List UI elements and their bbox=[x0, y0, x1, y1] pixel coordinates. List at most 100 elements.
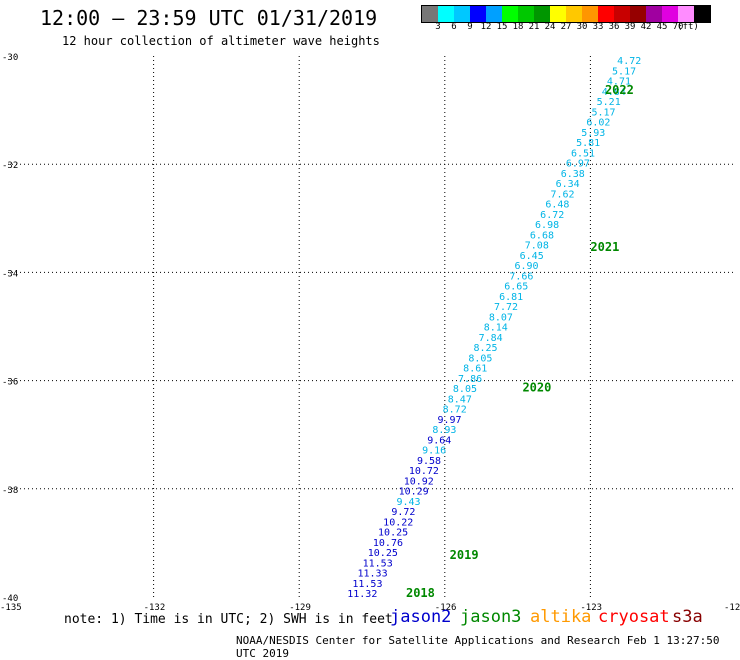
legend-tick-label: 30 bbox=[576, 22, 588, 32]
chart-title: 12:00 — 23:59 UTC 01/31/2019 bbox=[40, 6, 378, 30]
time-label: 2019 bbox=[450, 548, 479, 562]
legend-tick-label: 12 bbox=[480, 22, 492, 32]
legend-swatch bbox=[598, 6, 614, 22]
legend-swatch bbox=[470, 6, 486, 22]
y-tick-label: -34 bbox=[2, 269, 18, 279]
legend-tick-label: 15 bbox=[496, 22, 508, 32]
data-point-label: 9.43 bbox=[396, 497, 420, 508]
time-label: 2022 bbox=[605, 83, 634, 97]
satellite-label-cryosat: cryosat bbox=[598, 607, 670, 627]
legend-swatch bbox=[678, 6, 694, 22]
data-point-label: 6.45 bbox=[520, 251, 544, 262]
legend-swatch bbox=[630, 6, 646, 22]
data-point-label: 9.72 bbox=[391, 507, 415, 518]
legend-swatch bbox=[662, 6, 678, 22]
legend-unit: (ft) bbox=[677, 22, 699, 32]
data-point-label: 9.16 bbox=[422, 446, 446, 457]
legend-swatch bbox=[614, 6, 630, 22]
time-label: 2021 bbox=[590, 240, 619, 254]
data-point-label: 6.51 bbox=[571, 148, 595, 159]
legend-tick-label: 24 bbox=[544, 22, 556, 32]
legend-tick-label: 27 bbox=[560, 22, 572, 32]
data-point-label: 5.17 bbox=[612, 66, 636, 77]
data-point-label: 5.17 bbox=[592, 107, 616, 118]
data-point-label: 8.05 bbox=[453, 384, 477, 395]
legend-swatch bbox=[534, 6, 550, 22]
data-point-label: 5.81 bbox=[576, 138, 600, 149]
data-point-label: 10.25 bbox=[378, 528, 408, 539]
data-point-label: 4.84 bbox=[602, 87, 626, 98]
data-point-label: 7.62 bbox=[550, 189, 574, 200]
legend-swatch bbox=[518, 6, 534, 22]
x-tick-label: -120 bbox=[724, 603, 740, 613]
legend-swatch bbox=[438, 6, 454, 22]
legend-swatch bbox=[694, 6, 710, 22]
data-point-label: 10.76 bbox=[373, 538, 403, 549]
x-tick-label: -129 bbox=[289, 603, 311, 613]
legend-tick-label: 39 bbox=[624, 22, 636, 32]
data-point-label: 8.14 bbox=[484, 323, 508, 334]
x-tick-label: -135 bbox=[0, 603, 22, 613]
satellite-label-jason2: jason2 bbox=[390, 607, 452, 627]
data-point-label: 11.53 bbox=[352, 579, 382, 590]
data-point-label: 8.47 bbox=[448, 394, 472, 405]
y-tick-label: -38 bbox=[2, 486, 18, 496]
legend-tick-label: 70 bbox=[672, 22, 684, 32]
data-point-label: 4.72 bbox=[617, 56, 641, 67]
y-tick-label: -40 bbox=[2, 594, 18, 604]
data-point-label: 7.08 bbox=[525, 241, 549, 252]
x-tick-label: -126 bbox=[435, 603, 457, 613]
chart-subtitle: 12 hour collection of altimeter wave hei… bbox=[62, 34, 380, 48]
credit-line: NOAA/NESDIS Center for Satellite Applica… bbox=[236, 634, 720, 660]
time-label: 2020 bbox=[522, 380, 551, 394]
legend-swatch bbox=[486, 6, 502, 22]
legend-tick-label: 36 bbox=[608, 22, 620, 32]
data-point-label: 6.02 bbox=[586, 118, 610, 129]
data-point-label: 6.38 bbox=[561, 169, 585, 180]
data-point-label: 6.68 bbox=[530, 230, 554, 241]
data-point-label: 6.65 bbox=[504, 282, 528, 293]
data-point-label: 11.53 bbox=[363, 558, 393, 569]
legend-swatch bbox=[646, 6, 662, 22]
time-label: 2018 bbox=[406, 586, 435, 600]
legend-swatch bbox=[502, 6, 518, 22]
satellite-label-jason3: jason3 bbox=[460, 607, 522, 627]
legend-tick-label: 3 bbox=[435, 22, 441, 32]
legend-tick-label: 6 bbox=[451, 22, 457, 32]
data-point-label: 8.93 bbox=[432, 425, 456, 436]
legend-tick-label: 33 bbox=[592, 22, 604, 32]
data-point-label: 11.33 bbox=[358, 569, 388, 580]
x-tick-label: -132 bbox=[144, 603, 166, 613]
data-point-label: 7.86 bbox=[458, 374, 482, 385]
x-tick-label: -123 bbox=[580, 603, 602, 613]
data-point-label: 5.93 bbox=[581, 128, 605, 139]
legend-swatch bbox=[582, 6, 598, 22]
data-point-label: 8.07 bbox=[489, 312, 513, 323]
legend-tick-label: 45 bbox=[656, 22, 668, 32]
data-point-label: 6.81 bbox=[499, 292, 523, 303]
data-point-label: 9.64 bbox=[427, 435, 451, 446]
data-point-label: 10.72 bbox=[409, 466, 439, 477]
data-point-label: 4.71 bbox=[607, 77, 631, 88]
data-point-label: 9.58 bbox=[417, 456, 441, 467]
legend-tick-label: 21 bbox=[528, 22, 540, 32]
data-point-label: 8.05 bbox=[468, 353, 492, 364]
data-point-label: 9.97 bbox=[438, 415, 462, 426]
legend-tick-label: 42 bbox=[640, 22, 652, 32]
data-point-label: 10.25 bbox=[368, 548, 398, 559]
y-tick-label: -30 bbox=[2, 53, 18, 63]
data-point-label: 7.66 bbox=[509, 271, 533, 282]
data-point-label: 7.84 bbox=[479, 333, 503, 344]
data-point-label: 6.48 bbox=[545, 200, 569, 211]
legend-swatch bbox=[566, 6, 582, 22]
data-point-label: 6.72 bbox=[540, 210, 564, 221]
data-point-label: 10.22 bbox=[383, 517, 413, 528]
y-tick-label: -36 bbox=[2, 378, 18, 388]
data-point-label: 11.32 bbox=[347, 589, 377, 600]
legend-tick-label: 9 bbox=[467, 22, 473, 32]
data-point-label: 8.72 bbox=[443, 405, 467, 416]
footnote: note: 1) Time is in UTC; 2) SWH is in fe… bbox=[64, 612, 393, 627]
y-tick-label: -32 bbox=[2, 161, 18, 171]
color-legend bbox=[421, 5, 711, 23]
